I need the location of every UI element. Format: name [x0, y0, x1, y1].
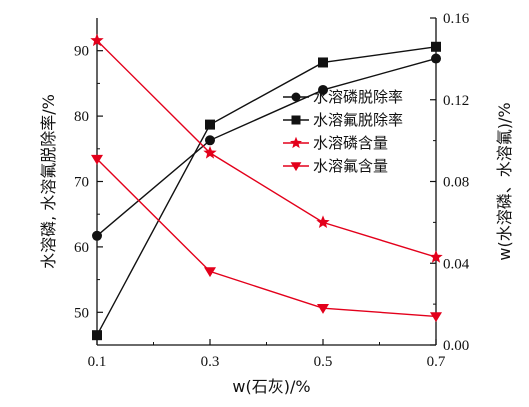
- data-point-star: [203, 145, 217, 159]
- y-right-tick-label: 0.08: [443, 175, 469, 191]
- data-point-circle: [92, 230, 102, 241]
- legend-item: 水溶氟含量: [283, 157, 388, 175]
- data-point-triangle: [317, 304, 329, 314]
- series-layer: [90, 33, 443, 341]
- series-2: [90, 33, 443, 263]
- x-tick-label: 0.1: [88, 354, 107, 370]
- legend-item: 水溶磷含量: [283, 134, 388, 152]
- x-tick-label: 0.5: [314, 354, 333, 370]
- data-point-circle: [318, 84, 328, 95]
- data-point-square: [291, 115, 301, 125]
- data-point-square: [431, 41, 441, 52]
- y-axis-left-label: 水溶磷, 水溶氟脱除率/%: [39, 94, 58, 269]
- series-line: [96, 57, 437, 237]
- x-tick-label: 0.7: [427, 354, 446, 370]
- data-point-triangle: [430, 312, 442, 323]
- x-axis-label: w(石灰)/%: [232, 377, 310, 396]
- series-0: [92, 53, 441, 241]
- x-tick-label: 0.3: [201, 354, 220, 370]
- axes: 0.1 0.3 0.5 0.7 50 60 70 80 90 0.00 0.04 0.08 0.12 0.…: [74, 11, 470, 370]
- y-left-tick-label: 70: [74, 175, 89, 191]
- y-right-tick-label: 0.12: [443, 93, 469, 109]
- data-point-circle: [291, 92, 301, 102]
- y-right-tick-label: 0.04: [443, 256, 470, 272]
- series-3: [91, 154, 442, 323]
- y-right-tick-label: 0.00: [443, 338, 469, 354]
- data-point-star: [290, 136, 302, 149]
- series-1: [92, 41, 441, 341]
- data-point-square: [205, 119, 215, 130]
- series-line: [96, 158, 437, 318]
- y-left-tick-label: 60: [74, 240, 89, 256]
- data-point-star: [90, 33, 104, 47]
- data-point-square: [318, 57, 328, 68]
- y-right-tick-label: 0.16: [443, 11, 470, 27]
- data-point-star: [429, 250, 443, 263]
- data-point-triangle: [204, 267, 216, 278]
- legend-item: 水溶氟脱除率: [283, 111, 403, 129]
- legend-label: 水溶磷脱除率: [313, 88, 403, 106]
- data-point-triangle: [290, 162, 302, 172]
- y-left-tick-label: 90: [74, 44, 89, 60]
- legend-label: 水溶氟含量: [313, 157, 388, 175]
- legend-item: 水溶磷脱除率: [283, 88, 403, 106]
- y-left-tick-label: 50: [74, 305, 89, 321]
- legend-label: 水溶氟脱除率: [313, 111, 403, 129]
- y-left-tick-label: 80: [74, 109, 89, 125]
- legend-label: 水溶磷含量: [313, 134, 388, 152]
- data-point-circle: [431, 53, 441, 64]
- data-point-circle: [205, 135, 215, 146]
- series-line: [96, 39, 437, 258]
- data-point-star: [316, 215, 330, 228]
- y-axis-right-label: w(水溶磷、水溶氟)/%: [495, 102, 514, 260]
- series-line: [96, 46, 437, 336]
- data-point-square: [92, 330, 102, 341]
- data-point-triangle: [91, 154, 103, 165]
